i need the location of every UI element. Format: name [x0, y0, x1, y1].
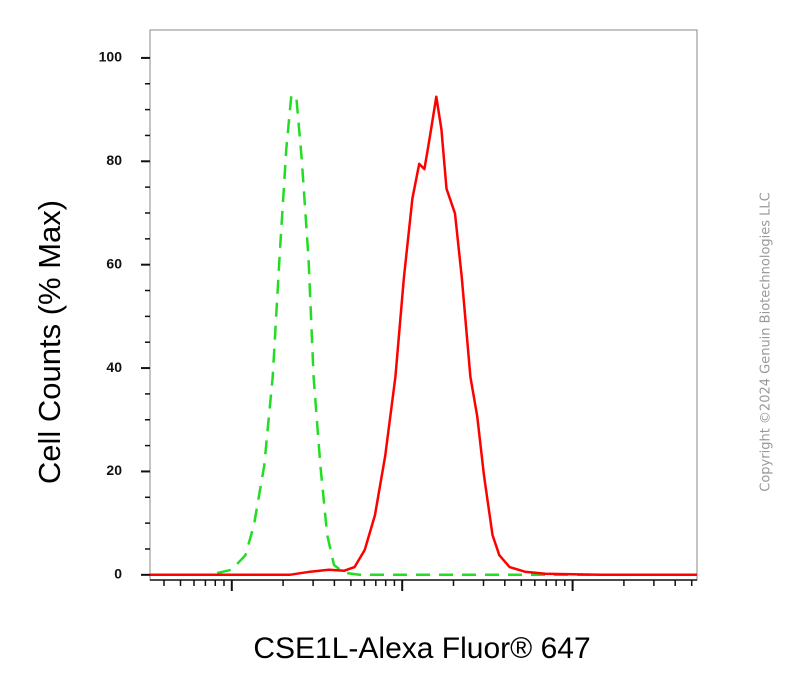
y-tick-label: 0	[114, 566, 122, 582]
x-axis-label: CSE1L-Alexa Fluor® 647	[253, 632, 590, 665]
y-tick-label: 60	[106, 255, 122, 271]
y-tick-label: 100	[99, 49, 123, 65]
series-line	[150, 95, 697, 577]
copyright: Copyright ©2024 Genuin Biotechnologies L…	[759, 192, 774, 491]
y-tick-label: 40	[106, 359, 122, 375]
plot-frame	[149, 29, 698, 581]
y-axis-label: Cell Counts (% Max)	[32, 200, 67, 484]
series-line	[194, 93, 697, 577]
y-tick-label: 80	[106, 152, 122, 168]
y-tick-label: 20	[106, 462, 122, 478]
